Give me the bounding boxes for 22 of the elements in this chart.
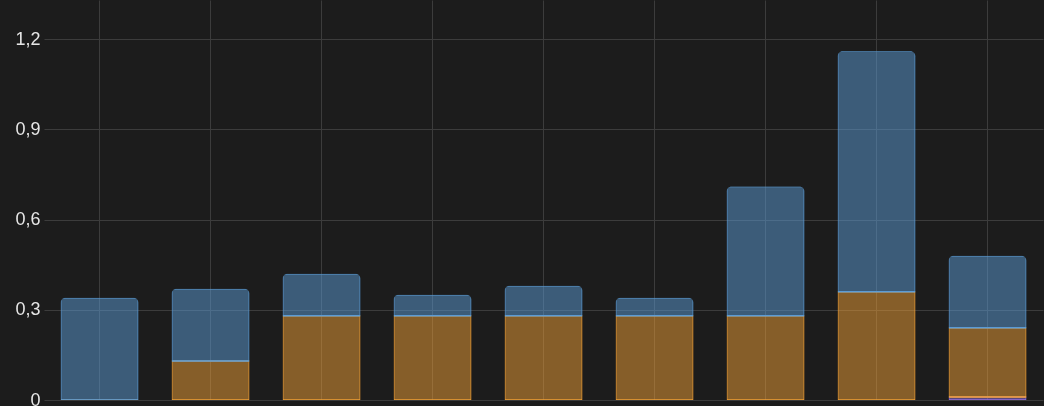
y-tick-label: 0,9 xyxy=(15,118,41,139)
bar xyxy=(60,297,139,400)
bar xyxy=(615,297,694,317)
bar xyxy=(393,294,472,317)
y-tick-label: 0,3 xyxy=(15,299,41,320)
y-tick-label: 0,6 xyxy=(15,209,41,230)
bar xyxy=(837,51,916,293)
bar xyxy=(504,315,583,400)
bar xyxy=(393,315,472,400)
bar xyxy=(171,288,250,362)
y-tick-label: 1,2 xyxy=(15,28,41,49)
bar xyxy=(282,315,361,400)
bar xyxy=(171,360,250,400)
bar xyxy=(726,315,805,400)
y-tick-label: 0 xyxy=(30,389,41,406)
bar xyxy=(615,315,694,400)
bar xyxy=(948,255,1027,329)
bar xyxy=(948,327,1027,398)
bar xyxy=(282,273,361,317)
bar xyxy=(504,285,583,317)
bar xyxy=(837,290,916,400)
bar xyxy=(726,186,805,317)
